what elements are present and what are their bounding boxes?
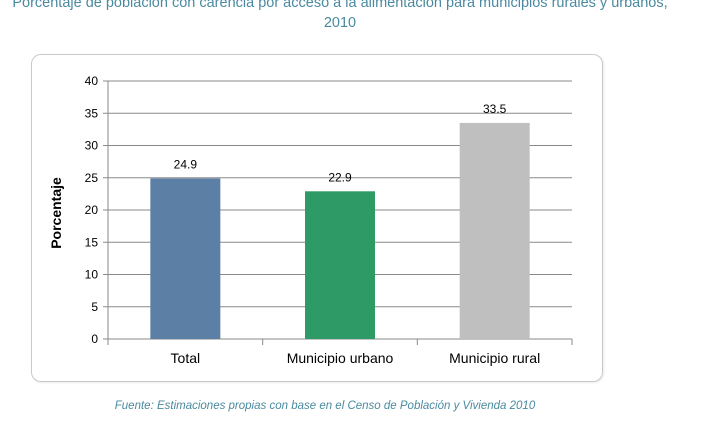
- chart-title-line-1: Porcentaje de población con carencia por…: [12, 0, 668, 11]
- labels: 0 5 10 15 20 25 30 35 40 24.9 Total 22.9 Municipio u…: [48, 74, 540, 366]
- bar-3: [459, 122, 530, 339]
- x-category-label: Total: [171, 350, 201, 366]
- data-label: 24.9: [174, 157, 198, 171]
- y-tick-label: 40: [85, 74, 99, 88]
- data-label: 33.5: [483, 102, 507, 116]
- data-label: 22.9: [328, 170, 352, 184]
- y-tick-label: 25: [85, 171, 99, 185]
- y-tick-label: 20: [85, 203, 99, 217]
- bar-2: [305, 191, 375, 339]
- x-category-label: Municipio urbano: [287, 350, 394, 366]
- x-category-label: Municipio rural: [449, 350, 540, 366]
- y-tick-label: 30: [85, 139, 99, 153]
- y-tick-label: 35: [85, 106, 99, 120]
- y-tick-label: 15: [85, 235, 99, 249]
- bars: [150, 122, 530, 339]
- source-note: Fuente: Estimaciones propias con base en…: [114, 400, 536, 412]
- y-tick-label: 5: [91, 300, 98, 314]
- y-tick-label: 0: [91, 332, 98, 346]
- bar-1: [150, 178, 221, 339]
- chart-title: Porcentaje de población con carencia por…: [0, 0, 680, 33]
- chart-title-line-2: 2010: [323, 15, 357, 31]
- y-axis-title: Porcentaje: [48, 177, 64, 249]
- y-tick-label: 10: [85, 268, 99, 282]
